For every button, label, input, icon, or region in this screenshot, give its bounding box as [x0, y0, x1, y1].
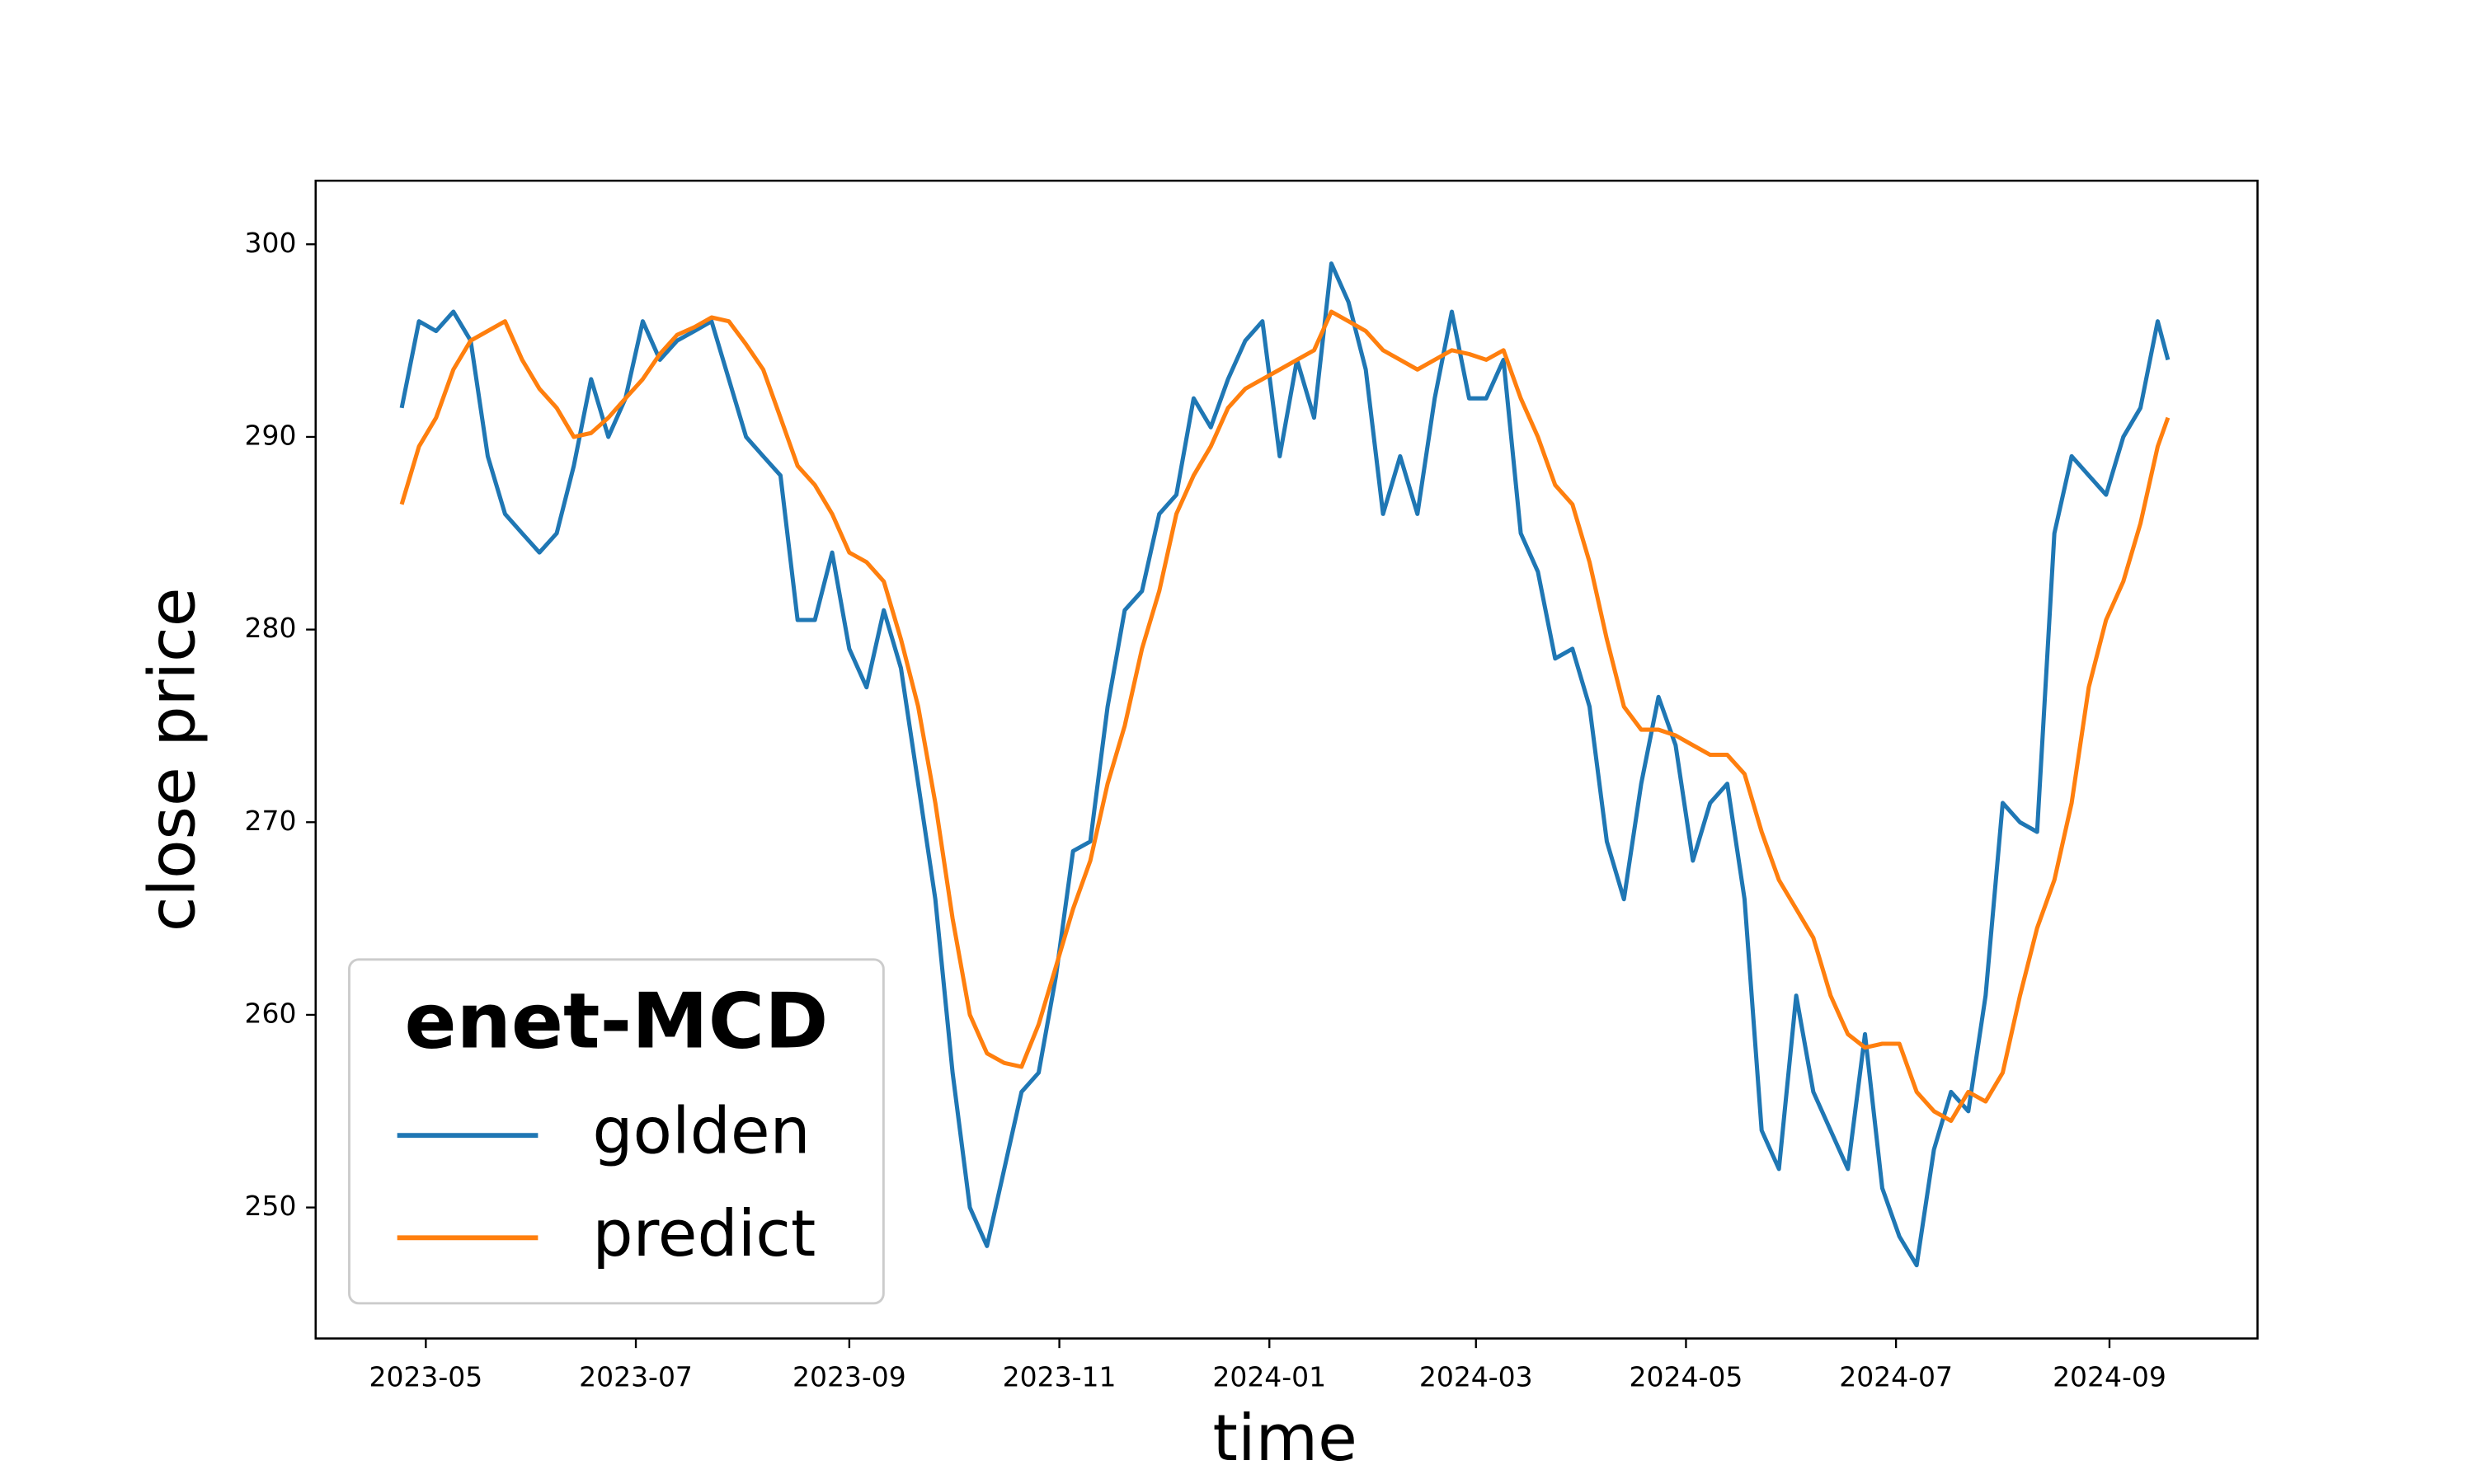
y-tick-label: 260	[245, 997, 297, 1029]
x-tick-label: 2024-09	[2053, 1360, 2166, 1392]
plot-frame	[314, 179, 2259, 1340]
y-tick-label: 270	[245, 805, 297, 837]
x-tick-label: 2023-11	[1003, 1360, 1117, 1392]
y-axis-label: close price	[135, 588, 209, 932]
x-axis-label: time	[1213, 1402, 1357, 1476]
x-tick-label: 2024-05	[1630, 1360, 1743, 1392]
series-line	[399, 309, 2171, 1124]
legend-box	[348, 958, 885, 1305]
x-tick-label: 2023-07	[579, 1360, 693, 1392]
legend-label: golden	[592, 1095, 810, 1169]
y-tick-label: 280	[245, 612, 297, 644]
series-line	[399, 261, 2171, 1268]
x-tick-label: 2023-09	[793, 1360, 906, 1392]
x-tick-label: 2023-05	[369, 1360, 482, 1392]
x-tick-label: 2024-07	[1839, 1360, 1953, 1392]
x-tick-label: 2024-03	[1419, 1360, 1533, 1392]
y-tick-label: 290	[245, 419, 297, 451]
y-tick-label: 250	[245, 1190, 297, 1222]
legend-title: enet-MCD	[404, 977, 828, 1066]
legend-label: predict	[592, 1197, 816, 1271]
x-tick-label: 2024-01	[1212, 1360, 1326, 1392]
y-tick-label: 300	[245, 227, 297, 259]
